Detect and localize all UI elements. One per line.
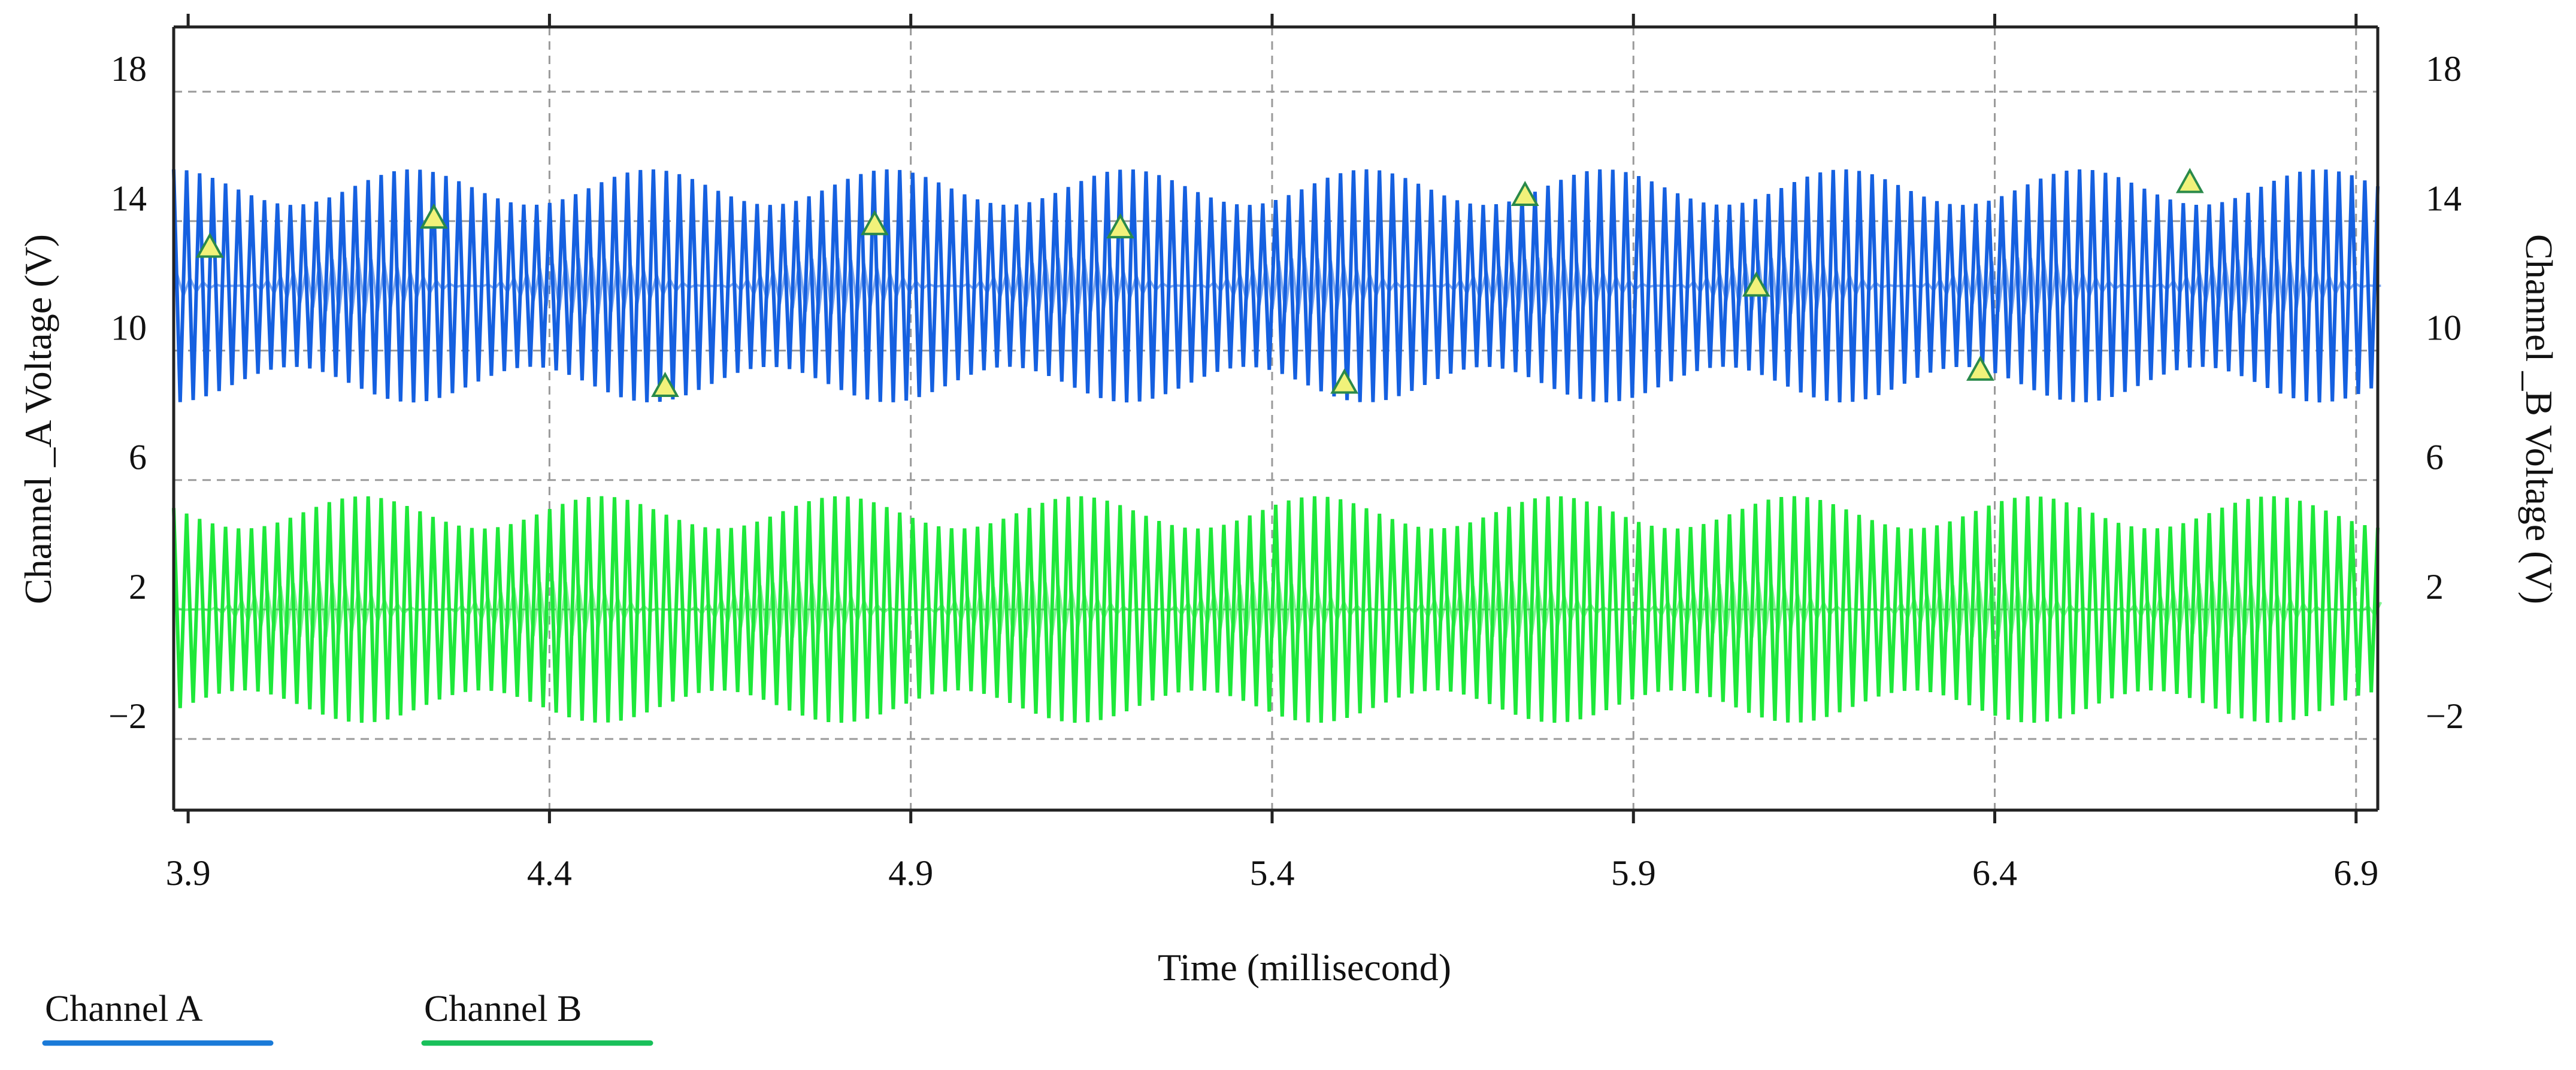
data-marker	[419, 203, 448, 229]
y-tick-label-left: 2	[129, 567, 147, 607]
tick-labels: 3.9 4.4 4.9 5.4 5.9 6.4 6.9 −2 −2 2 2 6 6 10 10 14 14 18 1…	[108, 49, 2464, 893]
series-inner-band-channel-a	[175, 257, 2381, 314]
y-tick-label-left: −2	[108, 696, 147, 736]
legend: Channel A Channel B	[42, 989, 653, 1046]
y-tick-label-right: 10	[2426, 308, 2462, 347]
data-marker	[2175, 168, 2204, 193]
data-marker	[651, 371, 679, 397]
x-tick-label: 3.9	[166, 853, 211, 893]
x-tick-label: 4.4	[527, 853, 572, 893]
data-marker	[195, 232, 224, 258]
y-tick-label-right: 18	[2426, 49, 2462, 89]
marker-layer	[195, 168, 2204, 397]
x-tick-label: 4.9	[888, 853, 933, 893]
y-tick-label-left: 10	[111, 308, 147, 347]
series-layer	[172, 169, 2383, 723]
data-marker	[1511, 180, 1539, 207]
data-marker	[1966, 355, 1994, 381]
y-tick-label-left: 18	[111, 49, 147, 89]
x-tick-label: 6.9	[2333, 853, 2378, 893]
x-tick-label: 5.4	[1249, 853, 1294, 893]
x-tick-label: 6.4	[1972, 853, 2017, 893]
series-line-channel-a	[172, 169, 2380, 403]
x-tick-label: 5.9	[1611, 853, 1656, 893]
y-tick-label-right: 2	[2426, 567, 2444, 607]
x-axis-title: Time (millisecond)	[1158, 946, 1451, 989]
y-axis-title-right: Channel _B Voltage (V)	[2518, 234, 2560, 604]
y-tick-label-left: 6	[129, 438, 147, 477]
y-tick-label-right: 6	[2426, 438, 2444, 477]
series-line-channel-b	[172, 496, 2380, 723]
y-tick-label-right: −2	[2426, 696, 2464, 736]
y-axis-title-left: Channel _A Voltage (V)	[17, 234, 59, 604]
y-tick-label-right: 14	[2426, 178, 2462, 218]
data-marker	[1742, 271, 1770, 297]
data-marker	[1106, 213, 1134, 239]
y-tick-label-left: 14	[111, 178, 147, 218]
legend-label-channel-a: Channel A	[45, 989, 203, 1029]
series-inner-band-channel-b	[176, 581, 2383, 638]
axes	[172, 14, 2380, 823]
data-marker	[860, 210, 889, 235]
legend-label-channel-b: Channel B	[424, 989, 582, 1029]
data-marker	[1330, 368, 1359, 394]
